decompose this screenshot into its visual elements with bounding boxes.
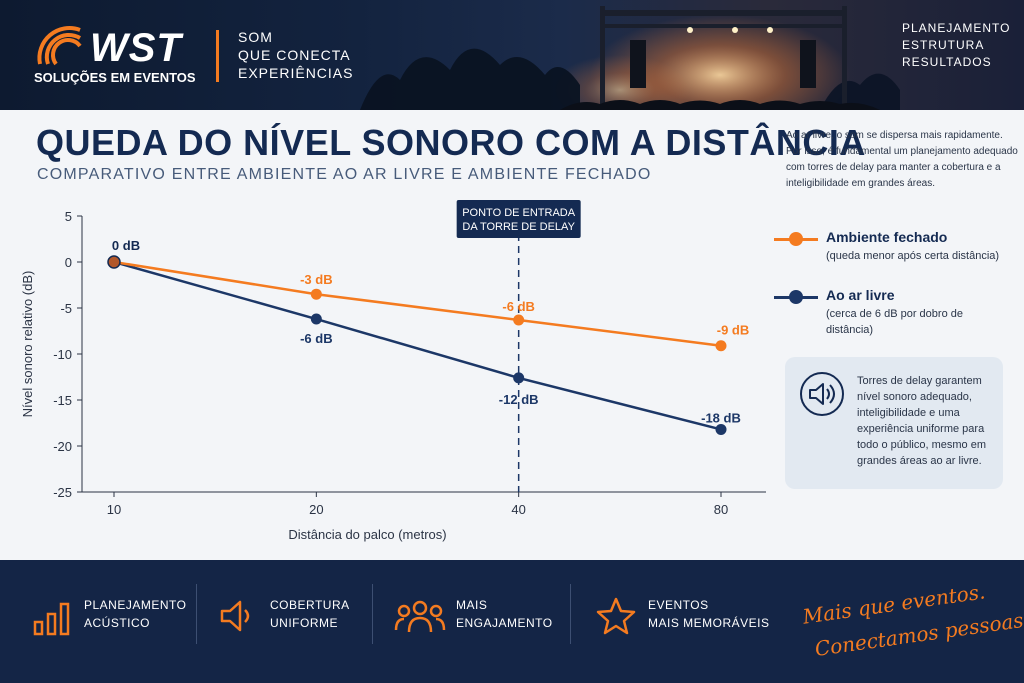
line-chart: 5 0 -5 -10 -15 -20 -25 10 20 40 80 Distância do pal… xyxy=(20,200,766,542)
header-divider xyxy=(216,30,219,82)
data-point xyxy=(310,313,322,325)
side-note: Ao ar livre, o som se dispersa mais rapi… xyxy=(786,130,1018,189)
footer-separator xyxy=(570,584,571,644)
y-tick-label: 0 xyxy=(65,255,72,270)
legend-swatch xyxy=(774,290,818,304)
data-point xyxy=(310,288,322,300)
annotation-box xyxy=(456,200,581,238)
y-tick-label: -10 xyxy=(53,347,72,362)
data-label: -3 dB xyxy=(300,272,333,287)
origin-point xyxy=(107,255,121,269)
x-tick-label: 40 xyxy=(511,502,525,517)
legend-item-ambiente-fechado: Ambiente fechado (queda menor após certa… xyxy=(774,228,1014,286)
wst-logo[interactable]: WST SOLUÇÕES EM EVENTOS xyxy=(34,24,196,96)
footer: PLANEJAMENTO ACÚSTICO COBERTURA UNIFORME xyxy=(0,560,1024,683)
people-icon xyxy=(394,600,446,633)
origin-label: 0 dB xyxy=(112,238,140,253)
y-tick-label: -20 xyxy=(53,439,72,454)
bar-chart-icon xyxy=(33,602,70,636)
y-tick-label: 5 xyxy=(65,209,72,224)
data-label: -18 dB xyxy=(701,410,741,425)
sound-waves-icon xyxy=(37,26,82,66)
info-card-text: Torres de delay garantem nível sonoro ad… xyxy=(857,375,987,467)
chart-subtitle: COMPARATIVO ENTRE AMBIENTE AO AR LIVRE E… xyxy=(37,166,652,183)
legend-desc: (queda menor após certa distância) xyxy=(826,250,1000,262)
legend-name: Ao ar livre xyxy=(826,287,895,303)
header-menu: PLANEJAMENTO ESTRUTURA RESULTADOS xyxy=(902,20,1010,71)
feature-label: COBERTURA UNIFORME xyxy=(270,598,350,630)
y-tick-label: -25 xyxy=(53,485,72,500)
info-card: Torres de delay garantem nível sonoro ad… xyxy=(785,357,1003,489)
data-point xyxy=(513,314,525,326)
tagline-line: EXPERIÊNCIAS xyxy=(238,65,354,81)
series-line-ao-ar-livre xyxy=(113,260,722,431)
feature-label: PLANEJAMENTO ACÚSTICO xyxy=(84,598,187,630)
header-banner: WST SOLUÇÕES EM EVENTOS SOM QUE CONECTA … xyxy=(0,0,1024,110)
data-label: -12 dB xyxy=(499,392,539,407)
chart-legend: Ambiente fechado (queda menor após certa… xyxy=(774,228,1014,344)
concert-stage-illustration xyxy=(360,6,900,110)
legend-desc: (cerca de 6 dB por dobro de distância) xyxy=(826,308,963,336)
footer-separator xyxy=(372,584,373,644)
star-icon xyxy=(596,597,636,635)
x-axis-title: Distância do palco (metros) xyxy=(288,527,446,542)
data-label: -6 dB xyxy=(300,331,333,346)
tagline-line: SOM xyxy=(238,29,273,45)
legend-name: Ambiente fechado xyxy=(826,229,948,245)
data-point xyxy=(513,372,525,384)
feature-label: EVENTOS MAIS MEMORÁVEIS xyxy=(648,598,770,630)
logo-subtitle: SOLUÇÕES EM EVENTOS xyxy=(34,70,196,85)
slogan: Mais que eventos. Conectamos pessoas. xyxy=(788,579,1024,664)
menu-item-resultados[interactable]: RESULTADOS xyxy=(902,55,992,69)
legend-swatch xyxy=(774,232,818,246)
speaker-icon xyxy=(220,600,250,632)
x-tick-label: 10 xyxy=(107,502,121,517)
annotation-line: PONTO DE ENTRADA xyxy=(462,207,576,219)
x-tick-label: 20 xyxy=(309,502,323,517)
data-label: -9 dB xyxy=(717,323,750,338)
chart-title: QUEDA DO NÍVEL SONORO COM A DISTÂNCIA xyxy=(36,122,866,163)
data-label: -6 dB xyxy=(502,299,535,314)
tagline-line: QUE CONECTA xyxy=(238,47,351,63)
y-tick-label: -5 xyxy=(60,301,72,316)
series-line-ambiente-fechado xyxy=(113,260,722,347)
menu-item-planejamento[interactable]: PLANEJAMENTO xyxy=(902,21,1011,35)
data-point xyxy=(715,340,727,352)
footer-separator xyxy=(196,584,197,644)
data-point xyxy=(715,423,727,435)
annotation-line: DA TORRE DE DELAY xyxy=(462,221,575,233)
speaker-icon xyxy=(800,372,844,416)
x-tick-label: 80 xyxy=(714,502,728,517)
y-tick-label: -15 xyxy=(53,393,72,408)
logo-brand: WST xyxy=(90,26,182,70)
legend-item-ao-ar-livre: Ao ar livre (cerca de 6 dB por dobro de … xyxy=(774,286,1014,344)
feature-label: MAIS ENGAJAMENTO xyxy=(456,598,553,630)
menu-item-estrutura[interactable]: ESTRUTURA xyxy=(902,38,985,52)
y-axis-title: Nível sonoro relativo (dB) xyxy=(20,271,35,418)
tagline: SOM QUE CONECTA EXPERIÊNCIAS xyxy=(238,28,353,82)
